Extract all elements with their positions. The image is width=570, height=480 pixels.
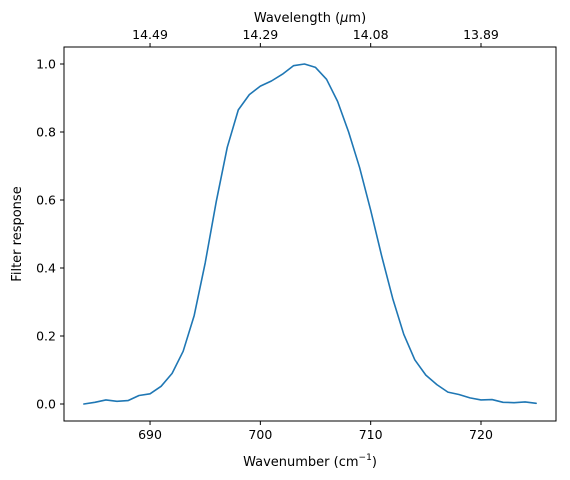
plot-area: [63, 46, 557, 422]
y-tick-label: 0.6: [36, 193, 56, 208]
y-axis-label: Filter response: [10, 186, 25, 281]
top-tick-label: 14.29: [242, 27, 278, 42]
top-axis-label: Wavelength (μm): [254, 11, 366, 26]
y-tick-label: 1.0: [36, 57, 56, 72]
top-x-ticks: 14.49 14.29 14.08 13.89: [132, 27, 499, 47]
bottom-x-ticks: 690 700 710 720: [138, 421, 493, 442]
axes-frame: [63, 46, 557, 422]
y-tick-label: 0.8: [36, 125, 56, 140]
y-tick-label: 0.2: [36, 329, 56, 344]
x-axis-label: Wavenumber (cm−1): [243, 453, 377, 470]
response-curve: [83, 63, 537, 405]
y-ticks: 0.0 0.2 0.4 0.6 0.8 1.0: [36, 57, 64, 412]
x-tick-label: 700: [248, 427, 272, 442]
y-tick-label: 0.0: [36, 397, 56, 412]
x-tick-label: 720: [469, 427, 493, 442]
series-layer: [83, 63, 537, 405]
top-tick-label: 13.89: [463, 27, 499, 42]
y-tick-label: 0.4: [36, 261, 56, 276]
top-tick-label: 14.49: [132, 27, 168, 42]
top-tick-label: 14.08: [353, 27, 389, 42]
x-tick-label: 710: [359, 427, 383, 442]
x-tick-label: 690: [138, 427, 162, 442]
